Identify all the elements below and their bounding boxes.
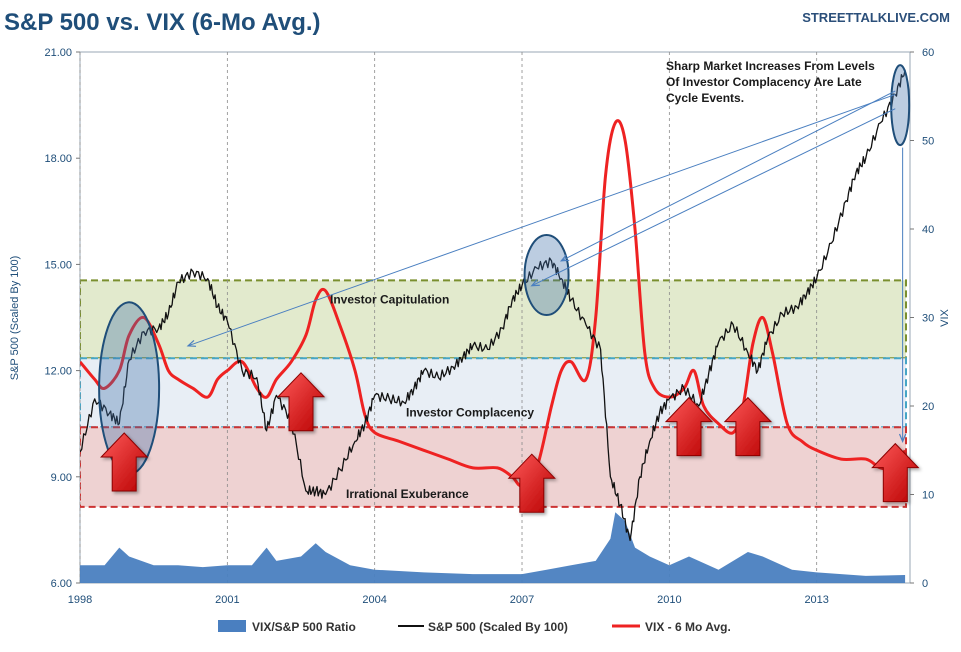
source-label: STREETTALKLIVE.COM: [802, 10, 950, 25]
y2-tick-label-0: 0: [922, 578, 928, 590]
pointer-line-2: [531, 108, 896, 287]
legend-swatch-ratio: [218, 620, 246, 632]
y2-tick-label-30: 30: [922, 313, 934, 325]
legend-label-vix: VIX - 6 Mo Avg.: [645, 620, 731, 634]
y2-tick-label-60: 60: [922, 47, 934, 59]
red-up-arrow-5: [871, 442, 920, 503]
chart-title: S&P 500 vs. VIX (6-Mo Avg.): [4, 9, 321, 36]
ellipse-2007: [523, 234, 570, 317]
y-tick-label-6.00: 6.00: [51, 578, 72, 590]
y2-tick-label-10: 10: [922, 490, 934, 502]
annotation-text: Sharp Market Increases From Levels Of In…: [666, 59, 878, 105]
y2-tick-label-40: 40: [922, 224, 934, 236]
legend-label-sp500: S&P 500 (Scaled By 100): [428, 620, 568, 634]
legend: VIX/S&P 500 Ratio S&P 500 (Scaled By 100…: [218, 620, 731, 634]
y-tick-label-9.00: 9.00: [51, 472, 72, 484]
x-tick-label-1998: 1998: [68, 594, 92, 606]
pointer-head-2: [530, 279, 540, 287]
pointer-head-3: [898, 433, 907, 443]
x-tick-label-2010: 2010: [657, 594, 681, 606]
red-up-arrow-4: [723, 396, 773, 457]
y-tick-label-12.00: 12.00: [44, 366, 72, 378]
zone-label-2: Irrational Exuberance: [346, 487, 469, 501]
ellipse-2014: [890, 64, 911, 147]
y-tick-label-21.00: 21.00: [44, 47, 72, 59]
red-up-arrow-1: [276, 372, 326, 432]
y-tick-label-15.00: 15.00: [44, 259, 72, 271]
zone-0: [80, 279, 907, 360]
x-tick-label-2004: 2004: [362, 594, 386, 606]
pointer-head-1: [559, 254, 570, 262]
y-axis-label: S&P 500 (Scaled By 100): [9, 256, 21, 381]
red-up-arrow-3: [664, 396, 714, 457]
pointer-head-0: [186, 339, 197, 347]
x-tick-label-2001: 2001: [215, 594, 239, 606]
pointer-line-1: [561, 90, 896, 262]
zone-label-0: Investor Capitulation: [330, 292, 449, 306]
x-tick-label-2007: 2007: [510, 594, 534, 606]
zone-label-1: Investor Complacency: [406, 406, 534, 420]
legend-label-ratio: VIX/S&P 500 Ratio: [252, 620, 356, 634]
red-up-arrow-2: [507, 453, 556, 513]
x-tick-label-2013: 2013: [804, 594, 828, 606]
pointer-line-0: [187, 94, 896, 347]
series-sp500-line: [80, 69, 906, 542]
y-tick-label-18.00: 18.00: [44, 153, 72, 165]
y2-tick-label-50: 50: [922, 136, 934, 148]
red-up-arrow-0: [100, 432, 149, 492]
y2-axis-label: VIX: [939, 308, 951, 326]
zone-1: [80, 357, 907, 429]
series-ratio-area: [80, 512, 906, 583]
y2-tick-label-20: 20: [922, 401, 934, 413]
